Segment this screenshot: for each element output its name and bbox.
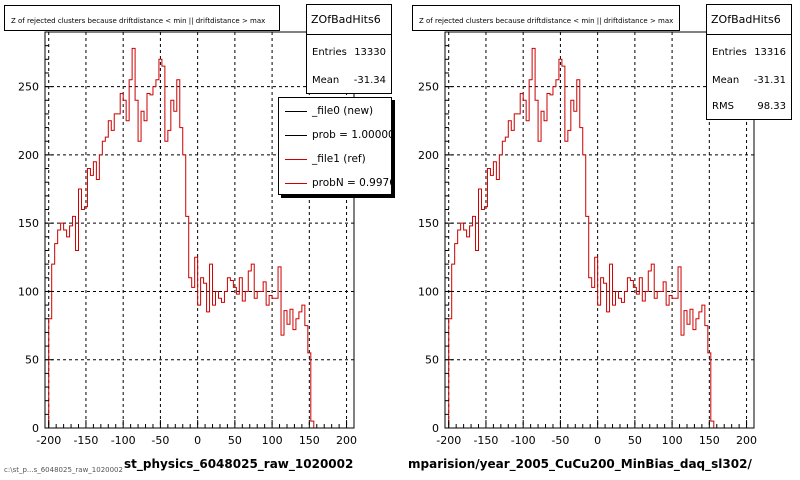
- legend-box: _file0 (new) prob = 1.000000 _file1 (ref…: [278, 97, 392, 195]
- legend-entry-prob: prob = 1.000000: [279, 123, 391, 147]
- x-tick-label: -50: [551, 434, 569, 447]
- x-tick-label: -100: [111, 434, 136, 447]
- stats-histogram-name: ZOfBadHits6: [707, 5, 791, 35]
- histogram-title-text: Z of rejected clusters because driftdist…: [11, 17, 266, 25]
- x-axis-label: st_physics_6048025_raw_1020002: [124, 457, 354, 471]
- x-tick-label: 200: [736, 434, 757, 447]
- x-tick-label: 150: [699, 434, 720, 447]
- x-tick-label: -150: [73, 434, 98, 447]
- stats-histogram-name: ZOfBadHits6: [307, 5, 391, 35]
- stats-entries-value: 13330: [354, 47, 386, 58]
- stats-mean-label: Mean: [312, 75, 340, 86]
- y-tick-label: 250: [418, 81, 439, 94]
- footer-path: c:\st_p...s_6048025_raw_1020002: [4, 466, 123, 474]
- stats-mean-value: -31.34: [353, 75, 386, 86]
- y-tick-label: 100: [18, 285, 39, 298]
- y-tick-label: 0: [432, 422, 439, 435]
- histogram-panel-right: -200 -150 -100 -50 0 50 100 150 200 0 50 100 150 200 2…: [400, 0, 800, 480]
- stats-rms-label: RMS: [712, 101, 734, 112]
- x-tick-label: 100: [262, 434, 283, 447]
- stats-entries-row: Entries 13316: [707, 39, 791, 67]
- legend-entry-probn: probN = 0.997602: [279, 171, 391, 194]
- histogram-title: Z of rejected clusters because driftdist…: [412, 5, 680, 31]
- stats-entries-value: 13316: [754, 47, 786, 58]
- x-axis-label: mparision/year_2005_CuCu200_MinBias_daq_…: [408, 457, 752, 471]
- histogram-series-ref: [448, 47, 717, 429]
- legend-label: probN = 0.997602: [312, 177, 391, 189]
- plot-frame: [44, 31, 355, 429]
- stats-box: ZOfBadHits6 Entries 13330 Mean -31.34: [306, 4, 392, 94]
- x-tick-label: -150: [473, 434, 498, 447]
- y-tick-label: 200: [418, 149, 439, 162]
- x-tick-label: -200: [436, 434, 461, 447]
- histogram-panel-left: -200 -150 -100 -50 0 50 100 150 200 0 50 100 150 200 2…: [4, 4, 392, 471]
- histogram-title: Z of rejected clusters because driftdist…: [4, 5, 280, 31]
- x-tick-label: -200: [36, 434, 61, 447]
- stats-mean-label: Mean: [712, 75, 740, 86]
- legend-label: prob = 1.000000: [312, 129, 391, 141]
- y-tick-label: 0: [32, 422, 39, 435]
- stats-entries-label: Entries: [312, 47, 347, 58]
- y-tick-label: 50: [425, 354, 439, 367]
- x-tick-label: 0: [194, 434, 201, 447]
- x-tick-label: 0: [594, 434, 601, 447]
- stats-rms-value: 98.33: [757, 101, 786, 112]
- y-tick-label: 50: [25, 354, 39, 367]
- stats-mean-value: -31.31: [753, 75, 786, 86]
- x-tick-label: 100: [662, 434, 683, 447]
- x-tick-label: 200: [336, 434, 357, 447]
- stats-box: ZOfBadHits6 Entries 13316 Mean -31.31 RM…: [706, 4, 792, 120]
- legend-label: _file1 (ref): [312, 153, 366, 165]
- histogram-title-text: Z of rejected clusters because driftdist…: [419, 17, 674, 25]
- stats-mean-row: Mean -31.31: [707, 67, 791, 95]
- legend-entry-ref: _file1 (ref): [279, 147, 391, 171]
- stats-entries-row: Entries 13330: [307, 39, 391, 67]
- plot-frame: [444, 31, 755, 429]
- legend-label: _file0 (new): [312, 105, 374, 117]
- y-tick-label: 150: [18, 217, 39, 230]
- stats-mean-row: Mean -31.34: [307, 67, 391, 95]
- x-tick-label: 50: [228, 434, 242, 447]
- x-tick-label: -100: [511, 434, 536, 447]
- x-tick-label: -50: [151, 434, 169, 447]
- stats-rms-row: RMS 98.33: [707, 93, 791, 121]
- y-tick-label: 150: [418, 217, 439, 230]
- histogram-plot-left: -200 -150 -100 -50 0 50 100 150 200 0 50 100 150 200 2…: [18, 31, 357, 447]
- y-tick-label: 250: [18, 81, 39, 94]
- legend-entry-new: _file0 (new): [279, 99, 391, 123]
- histogram-series-ref: [48, 47, 317, 429]
- stats-entries-label: Entries: [712, 47, 747, 58]
- y-tick-label: 100: [418, 285, 439, 298]
- y-tick-label: 200: [18, 149, 39, 162]
- x-tick-label: 50: [628, 434, 642, 447]
- x-tick-label: 150: [299, 434, 320, 447]
